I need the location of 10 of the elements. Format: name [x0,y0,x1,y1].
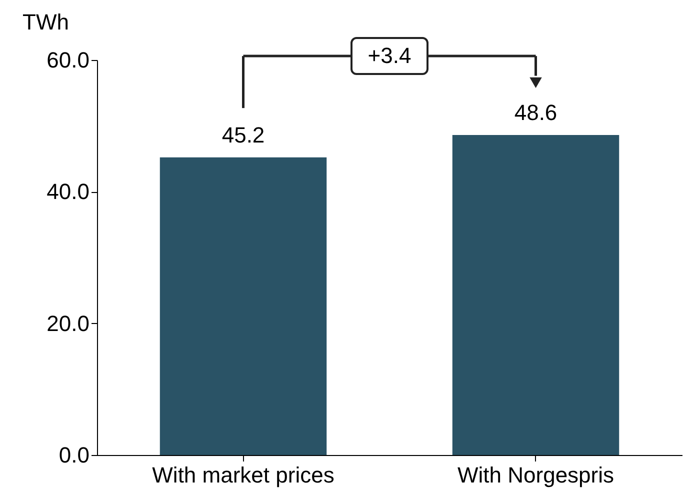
y-tick-label: 60.0 [46,48,90,72]
y-axis-title: TWh [22,10,69,34]
x-tick-label: With Norgespris [458,462,614,488]
data-label: 45.2 [222,122,265,148]
y-tick-label: 40.0 [46,179,90,204]
x-tick-label: With market prices [152,462,334,488]
y-tick-label: 0.0 [58,442,90,468]
data-label: 48.6 [514,100,558,126]
y-tick-label: 20.0 [46,310,90,336]
annotation: +3.4 [368,43,412,68]
